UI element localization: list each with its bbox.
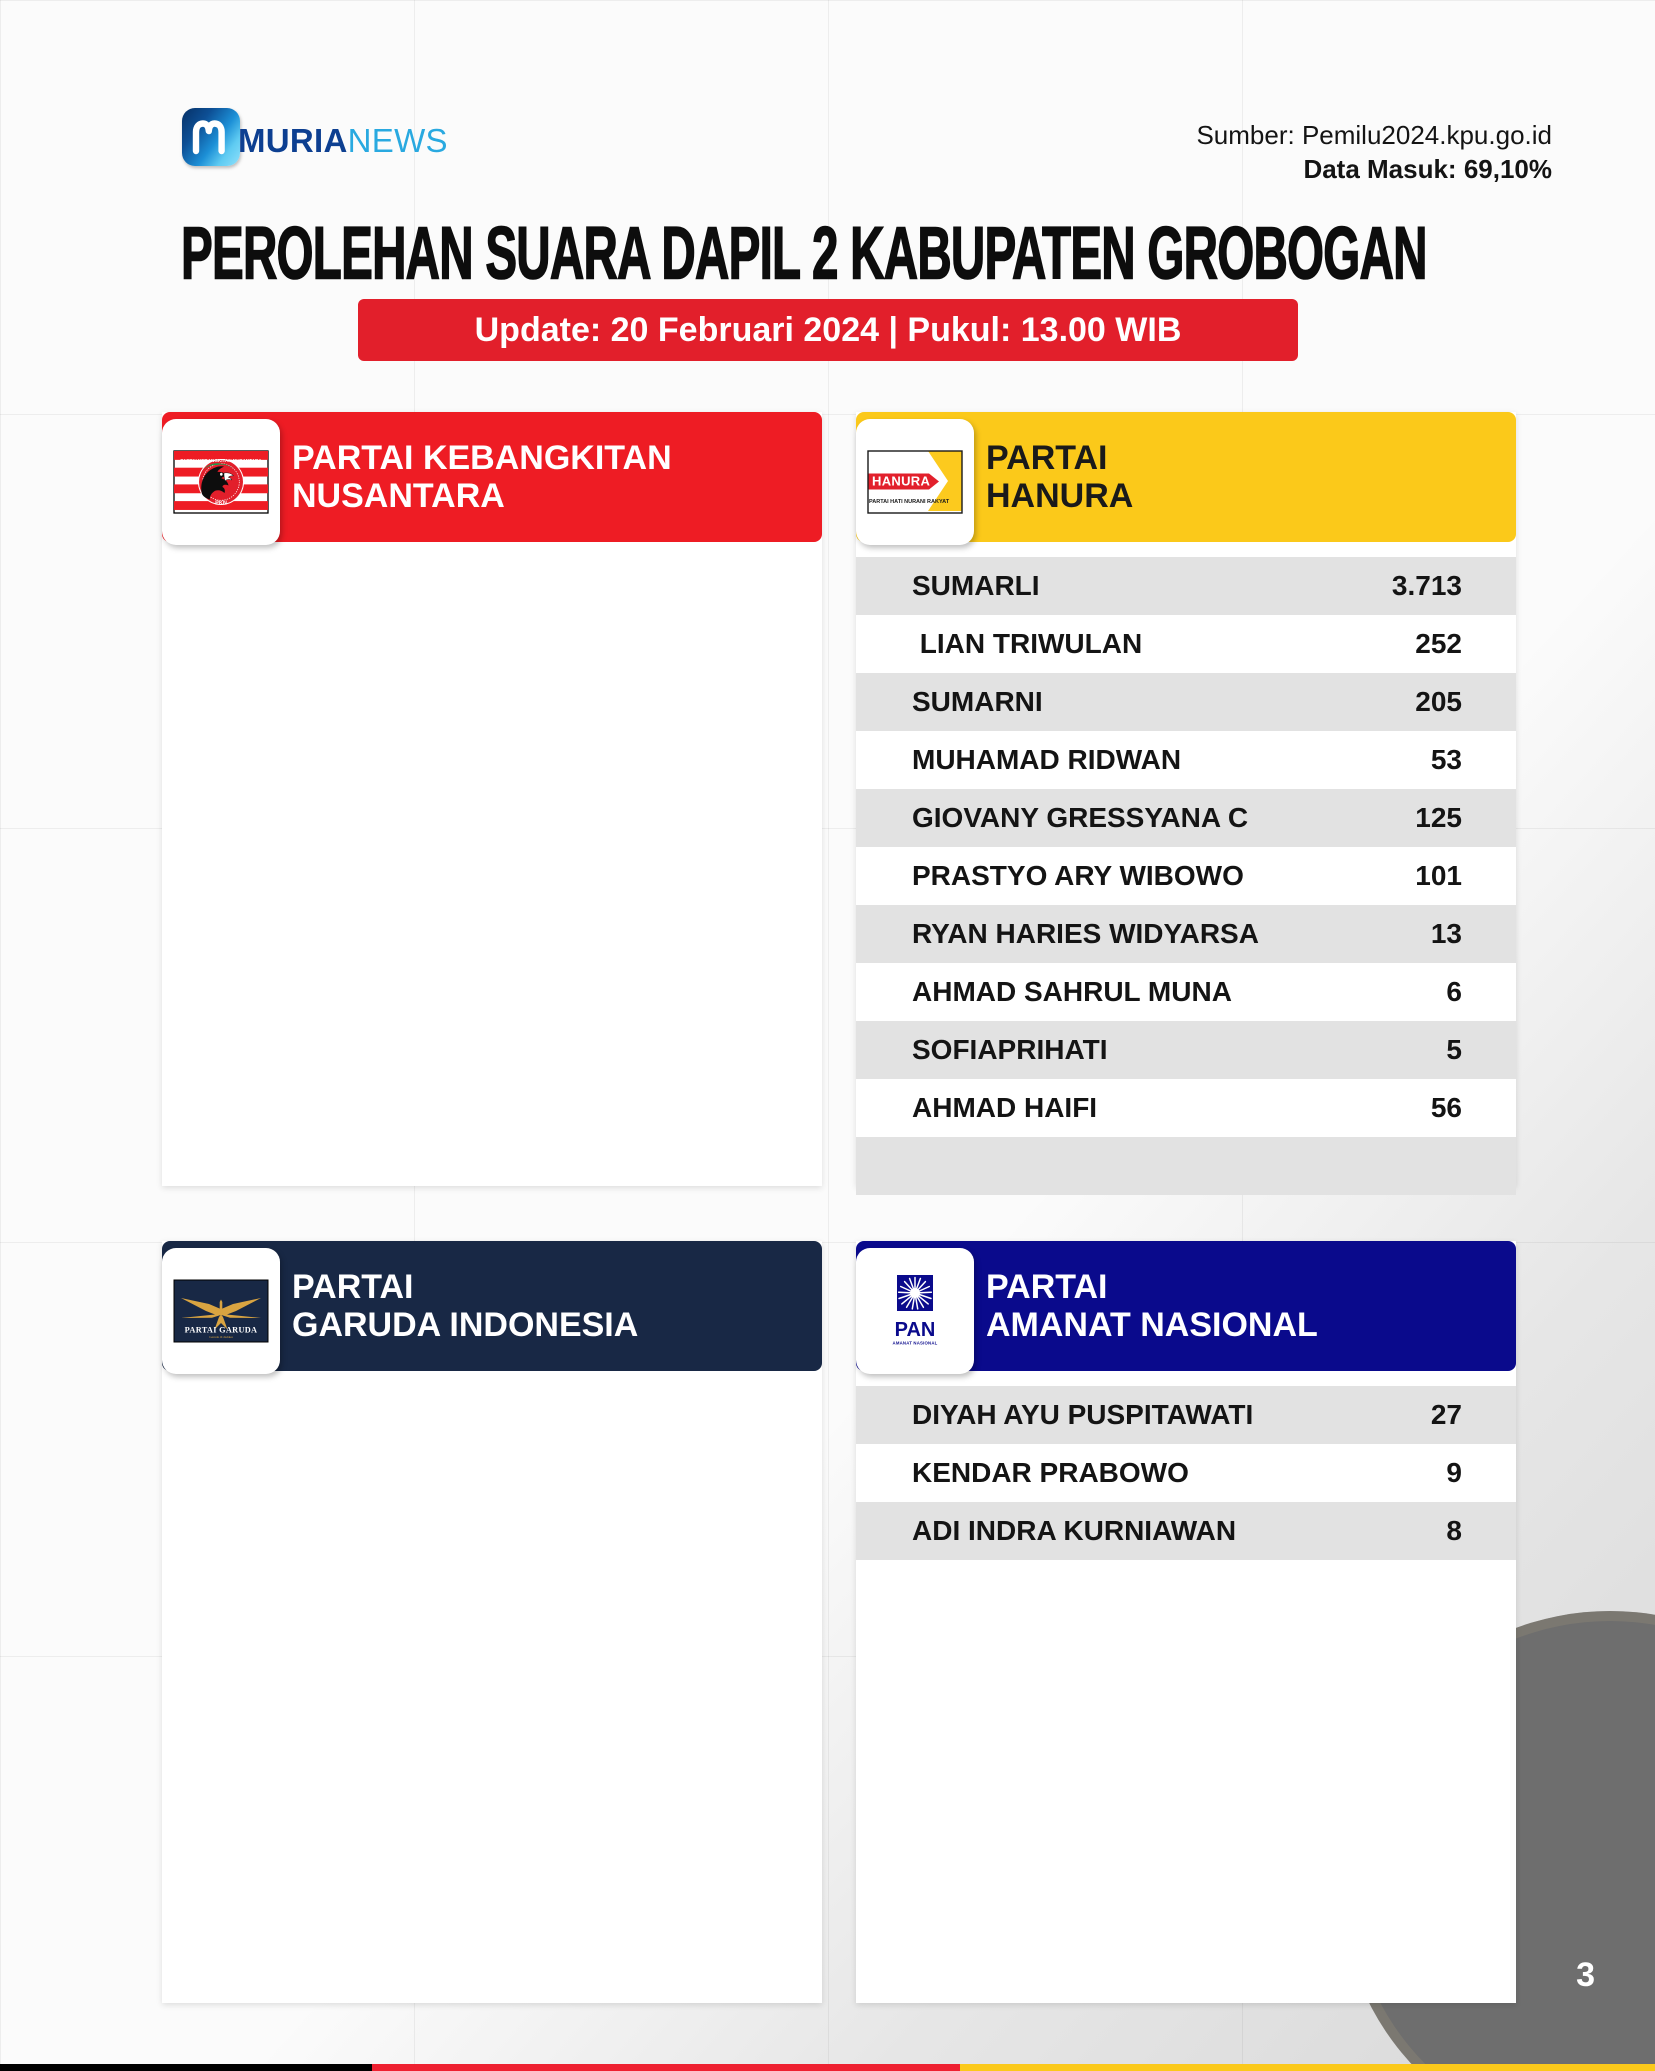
svg-text:PARTAI KEBANGKITAN NUSANTARA: PARTAI KEBANGKITAN NUSANTARA <box>180 458 262 463</box>
svg-text:PKN: PKN <box>215 501 227 507</box>
svg-text:Garuda di dadaku: Garuda di dadaku <box>209 1335 233 1339</box>
svg-text:PAN: PAN <box>895 1319 936 1341</box>
svg-text:PARTAI GARUDA: PARTAI GARUDA <box>185 1326 258 1335</box>
svg-text:HANURA: HANURA <box>872 473 930 488</box>
svg-text:PARTAI HATI NURANI RAKYAT: PARTAI HATI NURANI RAKYAT <box>869 499 950 505</box>
svg-text:AMANAT NASIONAL: AMANAT NASIONAL <box>893 1341 938 1346</box>
